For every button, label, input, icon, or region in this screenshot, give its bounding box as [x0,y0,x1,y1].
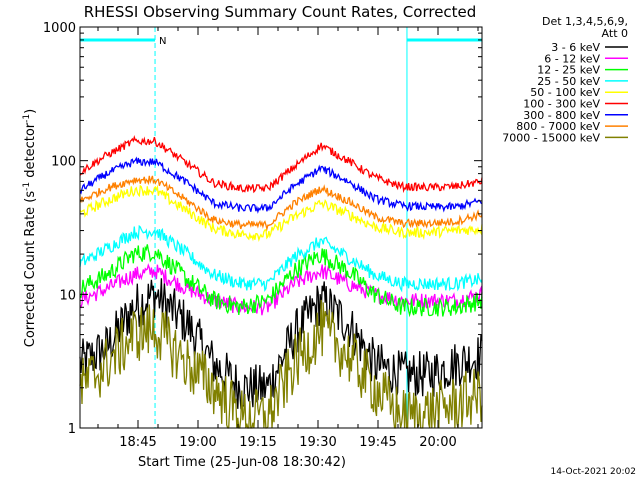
plot-frame [79,26,483,429]
series-line-4 [79,184,483,243]
x-tick-label: 19:45 [359,435,396,450]
x-tick-label: 18:45 [119,435,156,450]
legend-header-line-2: Att 0 [602,27,628,40]
x-axis-label: Start Time (25-Jun-08 18:30:42) [138,455,346,470]
plot-area: N [79,27,483,429]
series-line-8 [79,299,483,429]
x-tick-label: 19:00 [179,435,216,450]
timestamp: 14-Oct-2021 20:02 [551,467,636,477]
legend-label: 300 - 800 keV [523,109,600,122]
y-tick-label: 100 [51,155,76,170]
series-line-7 [79,175,483,232]
x-tick-label: 19:15 [239,435,276,450]
y-tick-label: 10 [59,288,76,303]
legend-label: 6 - 12 keV [544,52,600,65]
attenuator-label: N [159,36,166,47]
legend-label: 25 - 50 keV [537,75,600,88]
y-axis: 1 10 100 1000 [43,21,482,437]
x-axis: 18:45 19:00 19:15 19:30 19:45 20:00 [97,27,479,450]
legend-label: 800 - 7000 keV [516,120,600,133]
legend-label: 3 - 6 keV [551,41,600,54]
series-line-1 [79,263,483,316]
y-axis-label: Corrected Count Rate (s-1 detector-1) [22,109,38,347]
series-line-5 [79,134,483,194]
series-line-3 [79,224,483,293]
x-tick-label: 19:30 [299,435,336,450]
legend-label: 7000 - 15000 keV [502,131,600,144]
y-tick-label: 1 [68,422,76,437]
legend-label: 12 - 25 keV [537,64,600,77]
x-tick-label: 20:00 [419,435,456,450]
legend-header-line-1: Det 1,3,4,5,6,9, [542,15,628,28]
y-tick-label: 1000 [43,21,76,36]
legend-label: 50 - 100 keV [530,86,600,99]
legend-label: 100 - 300 keV [523,98,600,111]
series-line-6 [79,156,483,214]
chart-title: RHESSI Observing Summary Count Rates, Co… [84,3,477,21]
series-line-2 [79,244,483,318]
